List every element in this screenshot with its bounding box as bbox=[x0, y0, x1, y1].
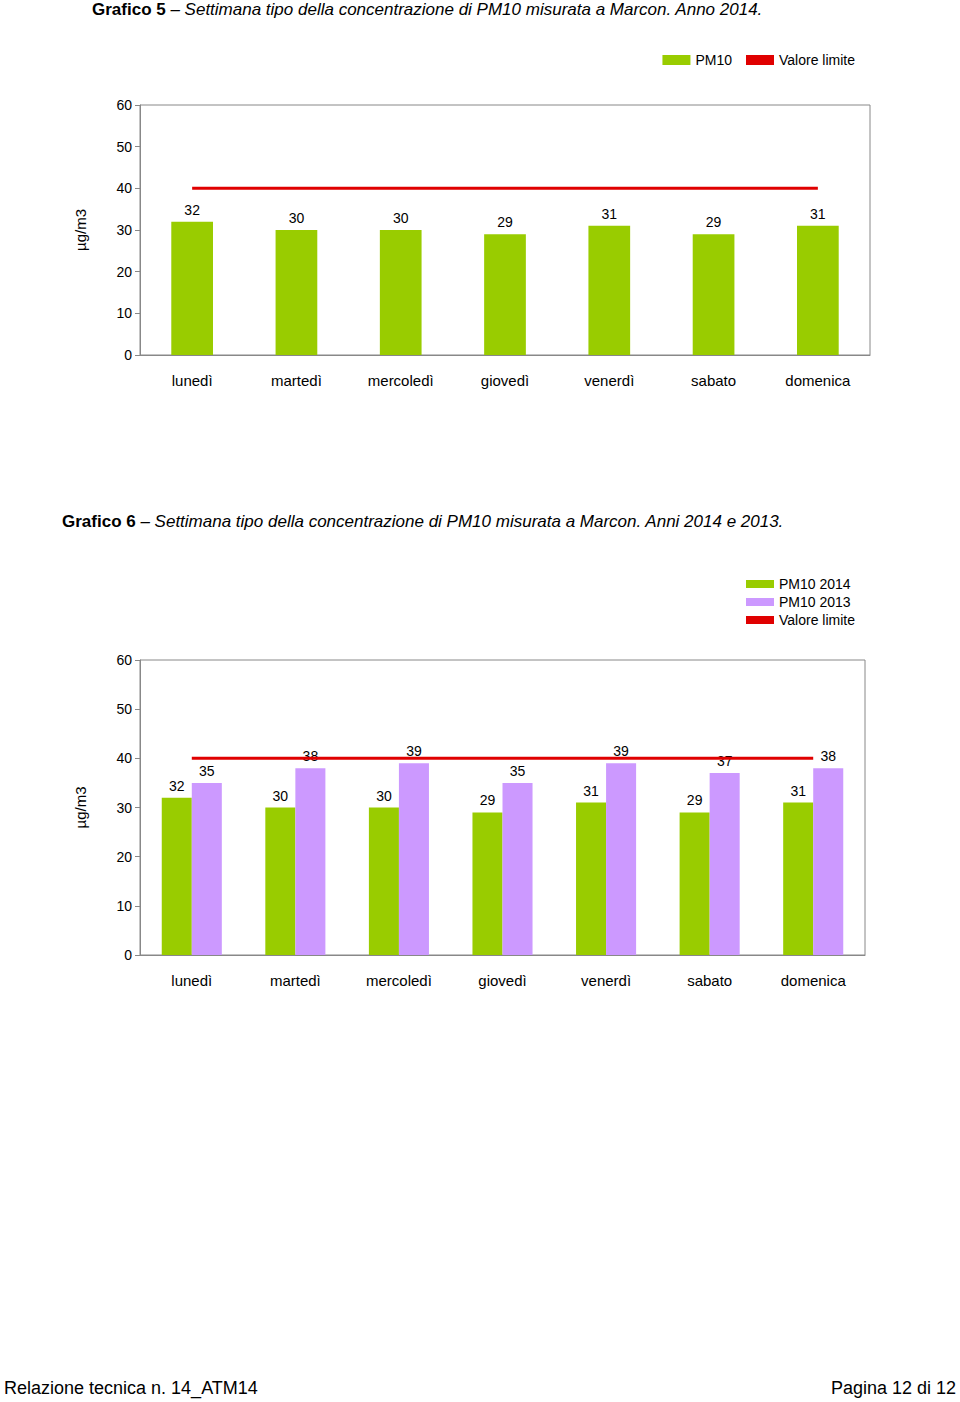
svg-text:60: 60 bbox=[116, 652, 132, 668]
svg-text:Valore limite: Valore limite bbox=[779, 612, 855, 628]
svg-text:31: 31 bbox=[601, 206, 617, 222]
svg-text:30: 30 bbox=[116, 800, 132, 816]
svg-text:sabato: sabato bbox=[687, 972, 732, 989]
svg-text:30: 30 bbox=[393, 210, 409, 226]
svg-text:30: 30 bbox=[376, 788, 392, 804]
svg-text:32: 32 bbox=[169, 778, 185, 794]
svg-text:Valore limite: Valore limite bbox=[779, 52, 855, 68]
svg-text:giovedì: giovedì bbox=[481, 372, 529, 389]
svg-text:29: 29 bbox=[687, 792, 703, 808]
svg-text:38: 38 bbox=[303, 748, 319, 764]
svg-text:sabato: sabato bbox=[691, 372, 736, 389]
svg-text:20: 20 bbox=[116, 849, 132, 865]
svg-text:domenica: domenica bbox=[781, 972, 847, 989]
svg-text:29: 29 bbox=[480, 792, 496, 808]
svg-text:38: 38 bbox=[820, 748, 836, 764]
svg-text:10: 10 bbox=[116, 305, 132, 321]
svg-text:40: 40 bbox=[116, 180, 132, 196]
svg-text:31: 31 bbox=[583, 783, 599, 799]
svg-text:10: 10 bbox=[116, 898, 132, 914]
html-text:Relazione tecnica n. 14_ATM14: Relazione tecnica n. 14_ATM14 bbox=[4, 1378, 258, 1398]
svg-text:domenica: domenica bbox=[785, 372, 851, 389]
svg-text:31: 31 bbox=[810, 206, 826, 222]
svg-text:30: 30 bbox=[116, 222, 132, 238]
svg-text:venerdì: venerdì bbox=[581, 972, 631, 989]
svg-text:30: 30 bbox=[273, 788, 289, 804]
svg-text:µg/m3: µg/m3 bbox=[72, 787, 89, 829]
svg-text:giovedì: giovedì bbox=[478, 972, 526, 989]
svg-text:32: 32 bbox=[184, 202, 200, 218]
html-text:Grafico 6 – Settimana tipo del: Grafico 6 – Settimana tipo della concent… bbox=[62, 512, 784, 531]
svg-text:0: 0 bbox=[124, 947, 132, 963]
svg-text:lunedì: lunedì bbox=[172, 372, 213, 389]
svg-text:PM10 2013: PM10 2013 bbox=[779, 594, 851, 610]
svg-text:lunedì: lunedì bbox=[171, 972, 212, 989]
svg-text:martedì: martedì bbox=[270, 972, 321, 989]
svg-text:60: 60 bbox=[116, 97, 132, 113]
svg-text:mercoledì: mercoledì bbox=[366, 972, 432, 989]
svg-text:31: 31 bbox=[790, 783, 806, 799]
svg-text:29: 29 bbox=[706, 214, 722, 230]
svg-text:50: 50 bbox=[116, 139, 132, 155]
svg-text:PM10 2014: PM10 2014 bbox=[779, 576, 851, 592]
svg-text:40: 40 bbox=[116, 750, 132, 766]
svg-text:martedì: martedì bbox=[271, 372, 322, 389]
svg-text:0: 0 bbox=[124, 347, 132, 363]
html-text:Pagina 12 di 12: Pagina 12 di 12 bbox=[830, 1378, 956, 1398]
svg-text:mercoledì: mercoledì bbox=[368, 372, 434, 389]
svg-text:29: 29 bbox=[497, 214, 513, 230]
svg-text:37: 37 bbox=[717, 753, 733, 769]
svg-text:39: 39 bbox=[406, 743, 422, 760]
html-text:Grafico 5 – Settimana tipo del: Grafico 5 – Settimana tipo della concent… bbox=[92, 0, 763, 19]
svg-text:30: 30 bbox=[289, 210, 305, 226]
svg-text:35: 35 bbox=[199, 763, 215, 779]
svg-text:venerdì: venerdì bbox=[584, 372, 634, 389]
svg-text:35: 35 bbox=[510, 763, 526, 779]
svg-text:µg/m3: µg/m3 bbox=[72, 209, 89, 251]
svg-text:50: 50 bbox=[116, 701, 132, 717]
svg-text:39: 39 bbox=[613, 743, 629, 760]
svg-text:20: 20 bbox=[116, 264, 132, 280]
svg-text:PM10: PM10 bbox=[695, 52, 732, 68]
